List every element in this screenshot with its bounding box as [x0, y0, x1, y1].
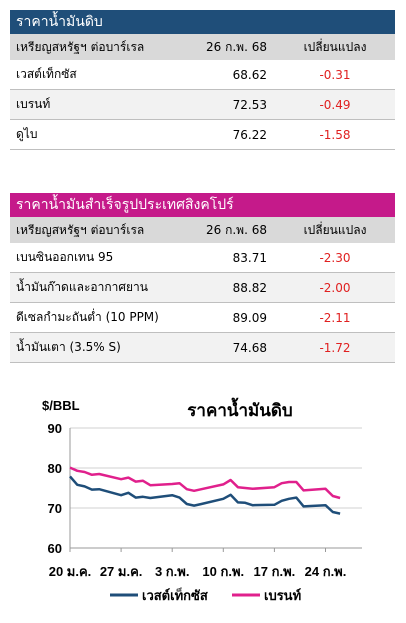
y-tick-label: 60 [48, 541, 62, 556]
row-change: -0.49 [319, 97, 351, 112]
y-axis-label: $/BBL [42, 398, 80, 413]
legend-label: เวสต์เท็กซัส [142, 586, 208, 603]
row-change: -2.00 [319, 280, 351, 295]
row-name: ดูไบ [16, 127, 38, 141]
row-price: 76.22 [232, 127, 267, 142]
x-tick-label: 20 ม.ค. [49, 564, 92, 579]
y-tick-label: 70 [48, 501, 62, 516]
row-price: 89.09 [232, 310, 267, 325]
table-row: เวสต์เท็กซัส 68.62 -0.31 [10, 60, 395, 90]
table-row: เบรนท์ 72.53 -0.49 [10, 90, 395, 120]
row-name: เวสต์เท็กซัส [16, 67, 77, 81]
series-line-0 [69, 475, 341, 515]
chart-title: ราคาน้ำมันดิบ [187, 397, 292, 420]
x-tick-label: 10 ก.พ. [202, 564, 244, 579]
row-price: 68.62 [232, 67, 267, 82]
row-name: น้ำมันเตา (3.5% S) [16, 340, 121, 354]
y-tick-label: 90 [48, 421, 62, 436]
crude-col-unit: เหรียญสหรัฐฯ ต่อบาร์เรล [16, 39, 145, 54]
refined-col-date: 26 ก.พ. 68 [206, 222, 267, 237]
x-tick-label: 24 ก.พ. [305, 564, 347, 579]
x-tick-label: 27 ม.ค. [100, 564, 143, 579]
crude-title: ราคาน้ำมันดิบ [10, 10, 395, 34]
row-price: 74.68 [232, 340, 267, 355]
table-row: น้ำมันเตา (3.5% S) 74.68 -1.72 [10, 333, 395, 363]
crude-column-header: เหรียญสหรัฐฯ ต่อบาร์เรล 26 ก.พ. 68 เปลี่… [10, 34, 395, 60]
row-price: 72.53 [232, 97, 267, 112]
row-change: -1.58 [319, 127, 351, 142]
row-change: -2.11 [319, 310, 351, 325]
crude-table: ราคาน้ำมันดิบ เหรียญสหรัฐฯ ต่อบาร์เรล 26… [10, 10, 395, 150]
row-name: ดีเซลกำมะถันต่ำ (10 PPM) [16, 310, 159, 324]
table-row: ดีเซลกำมะถันต่ำ (10 PPM) 89.09 -2.11 [10, 303, 395, 333]
table-row: น้ำมันก๊าดและอากาศยาน 88.82 -2.00 [10, 273, 395, 303]
row-name: น้ำมันก๊าดและอากาศยาน [16, 280, 148, 294]
row-change: -2.30 [319, 250, 351, 265]
crude-price-chart: $/BBL ราคาน้ำมันดิบ 60 70 80 90 20 ม.ค. 27 ม… [42, 397, 362, 603]
crude-col-date: 26 ก.พ. 68 [206, 39, 267, 54]
y-tick-label: 80 [48, 461, 62, 476]
table-row: ดูไบ 76.22 -1.58 [10, 120, 395, 150]
legend-label: เบรนท์ [264, 588, 301, 603]
refined-table: ราคาน้ำมันสำเร็จรูปประเทศสิงคโปร์ เหรียญ… [10, 193, 395, 363]
row-name: เบรนท์ [16, 97, 51, 111]
row-price: 88.82 [232, 280, 267, 295]
row-change: -1.72 [319, 340, 351, 355]
row-change: -0.31 [319, 67, 351, 82]
crude-col-change: เปลี่ยนแปลง [303, 39, 367, 54]
refined-col-unit: เหรียญสหรัฐฯ ต่อบาร์เรล [16, 222, 145, 237]
x-tick-label: 3 ก.พ. [155, 564, 190, 579]
series-line-1 [69, 466, 341, 500]
refined-column-header: เหรียญสหรัฐฯ ต่อบาร์เรล 26 ก.พ. 68 เปลี่… [10, 217, 395, 243]
table-row: เบนซินออกเทน 95 83.71 -2.30 [10, 243, 395, 273]
refined-title: ราคาน้ำมันสำเร็จรูปประเทศสิงคโปร์ [10, 193, 395, 217]
refined-col-change: เปลี่ยนแปลง [303, 222, 367, 237]
row-name: เบนซินออกเทน 95 [16, 250, 114, 264]
x-tick-label: 17 ก.พ. [254, 564, 296, 579]
row-price: 83.71 [232, 250, 267, 265]
